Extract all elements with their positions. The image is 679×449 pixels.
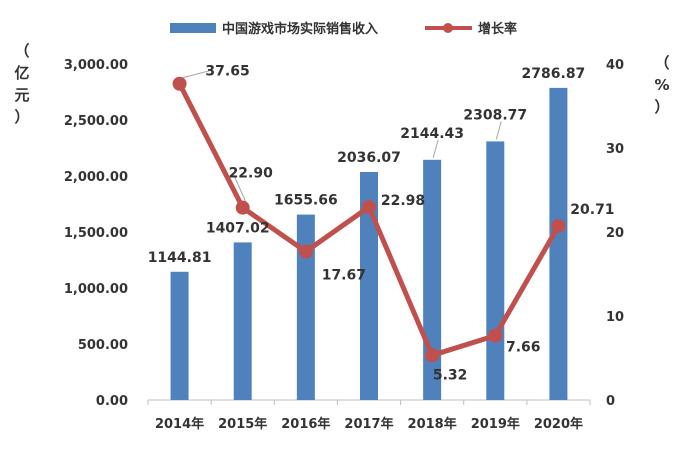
legend-line-label: 增长率 bbox=[478, 21, 517, 37]
bar-value-label: 1407.02 bbox=[206, 220, 270, 236]
x-tick-label: 2020年 bbox=[534, 416, 583, 432]
x-tick-label: 2016年 bbox=[281, 416, 330, 432]
line-point bbox=[298, 244, 313, 259]
y-left-tick-label: 3,000.00 bbox=[64, 58, 128, 73]
bar-value-label: 1655.66 bbox=[274, 193, 338, 209]
line-label-leader bbox=[232, 172, 247, 202]
legend: 中国游戏市场实际销售收入 增长率 bbox=[170, 21, 517, 37]
axes: 2014年 2015年 2016年 2017年 2018年 2019年 2020年 0.00 5… bbox=[64, 58, 624, 432]
bar-value-label: 2308.77 bbox=[463, 107, 527, 123]
line-value-label: 17.67 bbox=[322, 268, 366, 284]
line-label-leader bbox=[182, 70, 210, 79]
bar-label-leader bbox=[495, 121, 502, 140]
bar-value-label: 2036.07 bbox=[337, 150, 401, 166]
line-value-label: 7.66 bbox=[506, 340, 541, 356]
line-point bbox=[488, 328, 503, 343]
bar bbox=[296, 214, 315, 400]
line-point bbox=[551, 219, 566, 234]
y-right-tick-label: 20 bbox=[606, 226, 624, 241]
y-left-axis-title: （亿元） bbox=[14, 42, 29, 126]
y-left-tick-label: 2,500.00 bbox=[64, 114, 128, 129]
y-left-tick-label: 1,500.00 bbox=[64, 226, 128, 241]
bar-value-label: 1144.81 bbox=[148, 250, 212, 266]
y-right-tick-label: 0 bbox=[606, 394, 615, 409]
bar bbox=[549, 87, 568, 401]
y-right-tick-label: 10 bbox=[606, 310, 624, 325]
x-tick-label: 2018年 bbox=[408, 416, 457, 432]
line-point bbox=[362, 199, 376, 214]
x-tick-label: 2019年 bbox=[471, 416, 520, 432]
line-value-label: 20.71 bbox=[570, 202, 614, 218]
legend-line-marker bbox=[443, 23, 453, 33]
x-tick-label: 2017年 bbox=[344, 416, 393, 432]
legend-bar-label: 中国游戏市场实际销售收入 bbox=[222, 21, 378, 37]
y-right-tick-label: 30 bbox=[606, 142, 624, 157]
bar-value-label: 2144.43 bbox=[400, 126, 464, 142]
line-point bbox=[425, 348, 440, 363]
bar bbox=[360, 171, 378, 400]
y-left-tick-label: 2,000.00 bbox=[64, 170, 128, 185]
bar bbox=[170, 271, 189, 400]
line-value-label: 22.98 bbox=[381, 193, 425, 209]
x-tick-label: 2014年 bbox=[155, 416, 204, 432]
y-left-tick-label: 1,000.00 bbox=[64, 282, 128, 297]
bar-value-label: 2786.87 bbox=[522, 66, 586, 82]
line-point bbox=[235, 200, 250, 215]
legend-bar-swatch bbox=[170, 23, 216, 33]
line-point bbox=[172, 76, 187, 91]
x-tick-label: 2015年 bbox=[218, 416, 267, 432]
line-value-label: 37.65 bbox=[205, 64, 249, 80]
bar bbox=[486, 141, 505, 400]
bar bbox=[423, 159, 442, 400]
growth-line bbox=[172, 76, 566, 363]
y-right-axis-title: （%） bbox=[654, 54, 669, 116]
bar bbox=[233, 242, 252, 400]
y-left-tick-label: 0.00 bbox=[96, 394, 128, 409]
bar-label-leader bbox=[432, 139, 439, 158]
y-left-tick-label: 500.00 bbox=[78, 338, 128, 353]
bars bbox=[170, 87, 568, 401]
line-value-label: 22.90 bbox=[229, 166, 274, 182]
line-value-label: 5.32 bbox=[433, 367, 468, 383]
y-right-tick-label: 40 bbox=[606, 58, 624, 73]
